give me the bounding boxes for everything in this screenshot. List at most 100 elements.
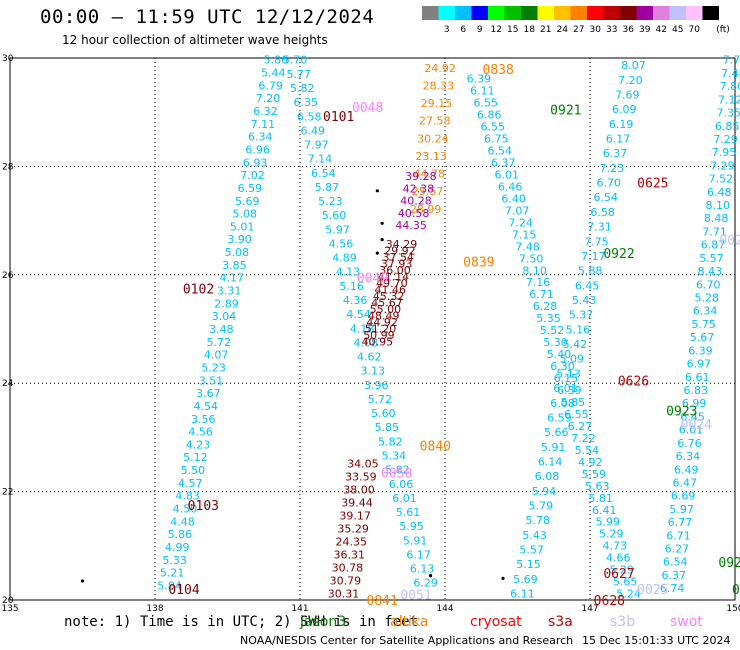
- legend-swatch: [438, 6, 455, 20]
- wave-height-value: 8.10: [522, 264, 547, 277]
- wave-height-value: 4.89: [332, 252, 357, 265]
- wave-height-value: 7.48: [515, 240, 540, 253]
- wave-height-value: 7.20: [618, 74, 643, 87]
- wave-height-value: 6.01: [392, 492, 417, 505]
- legend-tick-label: 6: [460, 25, 466, 35]
- wave-height-value: 7.48: [721, 67, 740, 80]
- wave-height-value: 5.79: [529, 500, 554, 513]
- wave-height-value: 5.70: [283, 54, 308, 67]
- y-tick-label: 30: [2, 54, 14, 64]
- wave-height-value: 6.30: [550, 360, 575, 373]
- wave-height-value: 6.49: [301, 124, 326, 137]
- wave-height-value: 5.77: [286, 68, 311, 81]
- legend-tick-label: 24: [557, 25, 569, 35]
- wave-height-value: 6.79: [258, 79, 283, 92]
- wave-height-value: 6.96: [245, 143, 270, 156]
- wave-height-value: 5.23: [201, 361, 226, 374]
- wave-height-value: 6.59: [547, 411, 572, 424]
- wave-height-value: 27.58: [419, 115, 451, 128]
- y-tick-label: 26: [2, 271, 14, 281]
- pass-label: 09: [732, 583, 740, 598]
- wave-height-value: 6.41: [592, 504, 617, 517]
- pass-label: 0627: [603, 567, 634, 582]
- wave-height-value: 5.72: [207, 336, 232, 349]
- wave-height-value: 30.79: [330, 575, 362, 588]
- legend-swatch: [636, 6, 653, 20]
- wave-height-value: 5.33: [162, 554, 187, 567]
- wave-height-value: 7.69: [615, 88, 640, 101]
- wave-height-value: 5.01: [230, 220, 255, 233]
- legend-tick-label: 9: [477, 25, 483, 35]
- wave-height-value: 5.82: [378, 435, 403, 448]
- wave-height-value: 4.56: [329, 237, 354, 250]
- wave-height-value: 6.87: [701, 239, 726, 252]
- wave-height-value: 5.15: [516, 558, 541, 571]
- wave-height-value: 4.18: [350, 322, 375, 335]
- wave-height-value: 4.57: [178, 477, 203, 490]
- wave-height-value: 6.01: [679, 424, 704, 437]
- wave-height-value: 5.69: [513, 573, 538, 586]
- wave-height-value: 7.35: [716, 107, 740, 120]
- wave-height-value: 24.35: [335, 536, 367, 549]
- wave-height-value: 4.07: [204, 349, 229, 362]
- legend-swatch: [455, 6, 472, 20]
- wave-height-value: 6.15: [554, 372, 579, 385]
- satellite-legend-item: s3b: [610, 614, 636, 630]
- page-subtitle: 12 hour collection of altimeter wave hei…: [62, 33, 328, 47]
- pass-label: 0921: [550, 103, 581, 118]
- wave-height-value: 6.01: [553, 382, 578, 395]
- wave-height-value: 6.55: [481, 121, 506, 134]
- pass-label: 0048: [352, 101, 383, 116]
- wave-height-value: 6.85: [715, 120, 740, 133]
- legend-swatch: [686, 6, 703, 20]
- wave-height-value: 5.85: [375, 421, 400, 434]
- wave-height-value: 5.72: [368, 393, 393, 406]
- legend-tick-label: 30: [590, 25, 602, 35]
- wave-height-value: 44.92: [366, 316, 398, 329]
- wave-height-value: 6.27: [665, 543, 690, 556]
- wave-height-value: 5.42: [563, 338, 588, 351]
- pass-label: 0628: [594, 594, 625, 609]
- legend-swatch: [521, 6, 538, 20]
- wave-height-value: 6.34: [676, 450, 701, 463]
- wave-height-value: 34.29: [386, 238, 418, 251]
- legend-swatch: [587, 6, 604, 20]
- legend-tick-label: 12: [491, 25, 502, 35]
- wave-height-value: 6.13: [410, 563, 435, 576]
- wave-height-value: 5.50: [181, 464, 206, 477]
- wave-height-value: 51.20: [365, 323, 397, 336]
- wave-height-value: 5.12: [183, 451, 208, 464]
- wave-height-value: 7.52: [709, 173, 734, 186]
- wave-height-value: 8.10: [705, 199, 730, 212]
- credit-line: NOAA/NESDIS Center for Satellite Applica…: [240, 634, 574, 647]
- wave-height-value: 3.48: [209, 323, 234, 336]
- wave-height-value: 5.37: [569, 309, 594, 322]
- wave-height-value: 23.13: [415, 150, 447, 163]
- legend-tick-label: 33: [606, 25, 617, 35]
- wave-height-value: 3.67: [196, 387, 221, 400]
- legend-tick-label: 21: [540, 25, 551, 35]
- wave-height-value: 55.00: [370, 303, 402, 316]
- wave-height-value: 37.54: [383, 251, 415, 264]
- wave-height-value: 5.52: [540, 324, 565, 337]
- wave-height-value: 5.34: [382, 450, 407, 463]
- wave-height-value: 6.34: [248, 131, 273, 144]
- wave-height-value: 7.75: [584, 235, 609, 248]
- wave-height-value: 6.54: [487, 145, 512, 158]
- legend-swatch: [554, 6, 571, 20]
- land-marker: [428, 574, 433, 578]
- wave-height-value: 6.74: [660, 582, 685, 595]
- wave-height-value: 6.29: [413, 577, 438, 590]
- wave-height-value: 3.90: [227, 233, 252, 246]
- wave-height-value: 5.85: [561, 396, 586, 409]
- legend-tick-label: 18: [524, 25, 536, 35]
- wave-height-value: 4.48: [170, 515, 195, 528]
- pass-label: 0023: [719, 234, 740, 249]
- wave-height-value: 7.97: [304, 139, 329, 152]
- wave-height-value: 48.49: [368, 310, 400, 323]
- satellite-legend-item: altika: [390, 614, 429, 630]
- wave-height-value: 5.99: [596, 516, 621, 529]
- legend-unit: (ft): [716, 25, 730, 35]
- x-tick-label: 147: [581, 604, 598, 614]
- wave-height-value: 7.17: [581, 250, 606, 263]
